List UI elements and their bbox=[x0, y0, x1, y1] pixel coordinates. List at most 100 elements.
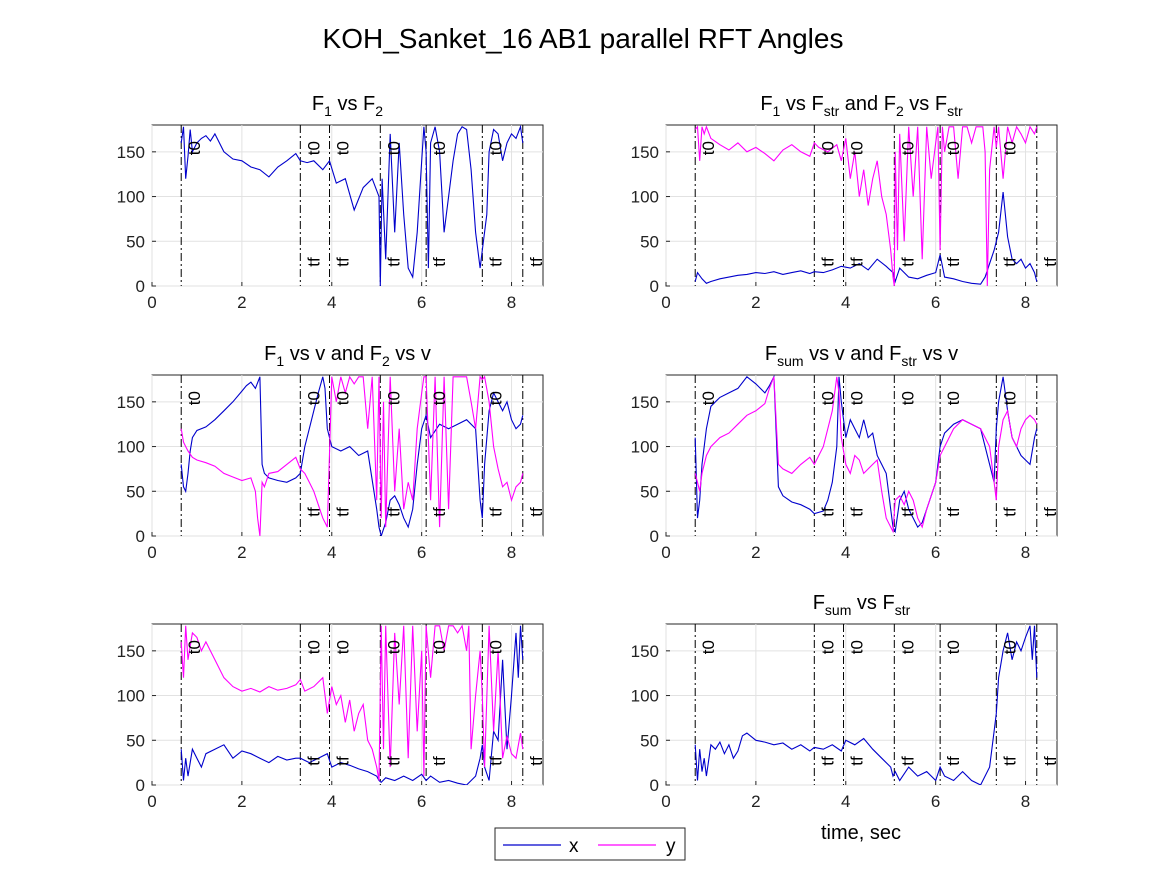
event-label-tf: tf bbox=[898, 756, 917, 766]
event-label-tf: tf bbox=[848, 756, 867, 766]
event-label-t0: t0 bbox=[384, 141, 403, 155]
legend-label-x: x bbox=[569, 836, 579, 857]
event-label-t0: t0 bbox=[898, 391, 917, 405]
event-label-t0: t0 bbox=[1000, 141, 1019, 155]
x-tick-label: 2 bbox=[751, 792, 760, 811]
subplot-4: t0 t0 t0 t0 t0 t0 tf tf tf tf tf tf 0 2 4 6 8 0 50 100 150 Fs… bbox=[631, 343, 1060, 562]
event-label-tf: tf bbox=[384, 756, 403, 766]
subplot-3: t0 t0 t0 t0 t0 t0 tf tf tf tf tf tf 0 2 4 6 8 0 50 100 150 F1… bbox=[117, 343, 546, 562]
event-label-t0: t0 bbox=[848, 141, 867, 155]
event-label-t0: t0 bbox=[334, 141, 353, 155]
event-label-t0: t0 bbox=[818, 141, 837, 155]
subplot-1: t0 t0 t0 t0 t0 t0 tf tf tf tf tf tf 0 2 4 6 8 0 50 100 150 F1… bbox=[117, 93, 546, 312]
event-label-t0: t0 bbox=[334, 391, 353, 405]
event-label-t0: t0 bbox=[1000, 640, 1019, 654]
x-tick-label: 6 bbox=[417, 293, 426, 312]
x-tick-label: 2 bbox=[751, 293, 760, 312]
y-tick-label: 0 bbox=[650, 776, 659, 795]
x-tick-label: 6 bbox=[931, 792, 940, 811]
event-label-tf: tf bbox=[486, 507, 505, 517]
series-line-x bbox=[694, 625, 1038, 785]
event-label-t0: t0 bbox=[944, 141, 963, 155]
x-tick-label: 2 bbox=[751, 543, 760, 562]
subplot-title: F1 vs v and F2 vs v bbox=[264, 343, 431, 369]
y-tick-label: 150 bbox=[631, 393, 659, 412]
y-tick-label: 100 bbox=[631, 687, 659, 706]
event-label-tf: tf bbox=[944, 257, 963, 267]
y-tick-label: 150 bbox=[631, 642, 659, 661]
event-label-tf: tf bbox=[486, 756, 505, 766]
subplot-title: F1 vs F2 bbox=[312, 93, 383, 119]
y-tick-label: 150 bbox=[117, 393, 145, 412]
series-line-x bbox=[180, 376, 524, 536]
event-label-tf: tf bbox=[848, 507, 867, 517]
event-label-tf: tf bbox=[944, 507, 963, 517]
y-tick-label: 100 bbox=[117, 188, 145, 207]
event-label-t0: t0 bbox=[384, 391, 403, 405]
event-label-t0: t0 bbox=[430, 141, 449, 155]
event-label-tf: tf bbox=[818, 756, 837, 766]
x-tick-label: 8 bbox=[1021, 543, 1030, 562]
event-label-t0: t0 bbox=[430, 391, 449, 405]
event-label-t0: t0 bbox=[384, 640, 403, 654]
x-tick-label: 0 bbox=[661, 792, 670, 811]
y-tick-label: 150 bbox=[117, 642, 145, 661]
subplot-2: t0 t0 t0 t0 t0 t0 tf tf tf tf tf tf 0 2 4 6 8 0 50 100 150 F1… bbox=[631, 93, 1060, 312]
x-tick-label: 4 bbox=[841, 543, 850, 562]
x-tick-label: 8 bbox=[507, 792, 516, 811]
x-tick-label: 4 bbox=[327, 543, 336, 562]
y-tick-label: 0 bbox=[136, 277, 145, 296]
event-label-tf: tf bbox=[527, 756, 546, 766]
subplot-title: Fsum vs v and Fstr vs v bbox=[765, 343, 958, 369]
series-line-y bbox=[694, 125, 1038, 286]
event-label-tf: tf bbox=[430, 756, 449, 766]
x-tick-label: 8 bbox=[1021, 792, 1030, 811]
event-label-tf: tf bbox=[898, 257, 917, 267]
x-tick-label: 8 bbox=[507, 543, 516, 562]
event-label-t0: t0 bbox=[304, 391, 323, 405]
event-label-t0: t0 bbox=[1000, 391, 1019, 405]
series-line-y bbox=[180, 624, 524, 781]
event-label-tf: tf bbox=[334, 756, 353, 766]
event-label-t0: t0 bbox=[699, 640, 718, 654]
event-label-t0: t0 bbox=[486, 640, 505, 654]
legend: x y bbox=[494, 827, 686, 861]
x-tick-label: 4 bbox=[327, 293, 336, 312]
event-label-tf: tf bbox=[384, 257, 403, 267]
series-line-x bbox=[180, 625, 524, 785]
event-label-t0: t0 bbox=[185, 391, 204, 405]
x-tick-label: 6 bbox=[417, 543, 426, 562]
event-label-tf: tf bbox=[1041, 257, 1060, 267]
event-label-tf: tf bbox=[430, 507, 449, 517]
x-tick-label: 6 bbox=[931, 293, 940, 312]
event-label-t0: t0 bbox=[898, 141, 917, 155]
y-tick-label: 100 bbox=[117, 687, 145, 706]
event-label-tf: tf bbox=[1041, 756, 1060, 766]
event-label-tf: tf bbox=[304, 756, 323, 766]
event-label-tf: tf bbox=[334, 257, 353, 267]
event-label-tf: tf bbox=[848, 257, 867, 267]
x-tick-label: 8 bbox=[507, 293, 516, 312]
y-tick-label: 50 bbox=[126, 482, 145, 501]
x-tick-label: 6 bbox=[417, 792, 426, 811]
event-label-tf: tf bbox=[818, 257, 837, 267]
event-label-tf: tf bbox=[304, 257, 323, 267]
y-tick-label: 50 bbox=[640, 482, 659, 501]
subplot-6: t0 t0 t0 t0 t0 t0 tf tf tf tf tf tf 0 2 4 6 8 0 50 100 150 Fs… bbox=[631, 592, 1060, 811]
event-label-t0: t0 bbox=[818, 640, 837, 654]
y-tick-label: 0 bbox=[136, 527, 145, 546]
event-label-t0: t0 bbox=[818, 391, 837, 405]
event-label-t0: t0 bbox=[486, 141, 505, 155]
event-label-t0: t0 bbox=[486, 391, 505, 405]
event-label-t0: t0 bbox=[334, 640, 353, 654]
x-tick-label: 4 bbox=[327, 792, 336, 811]
event-label-t0: t0 bbox=[699, 391, 718, 405]
figure-title: KOH_Sanket_16 AB1 parallel RFT Angles bbox=[323, 23, 844, 54]
event-label-tf: tf bbox=[304, 507, 323, 517]
event-label-t0: t0 bbox=[944, 391, 963, 405]
event-label-tf: tf bbox=[1041, 507, 1060, 517]
event-label-t0: t0 bbox=[185, 640, 204, 654]
event-label-tf: tf bbox=[898, 507, 917, 517]
legend-box bbox=[494, 827, 686, 861]
